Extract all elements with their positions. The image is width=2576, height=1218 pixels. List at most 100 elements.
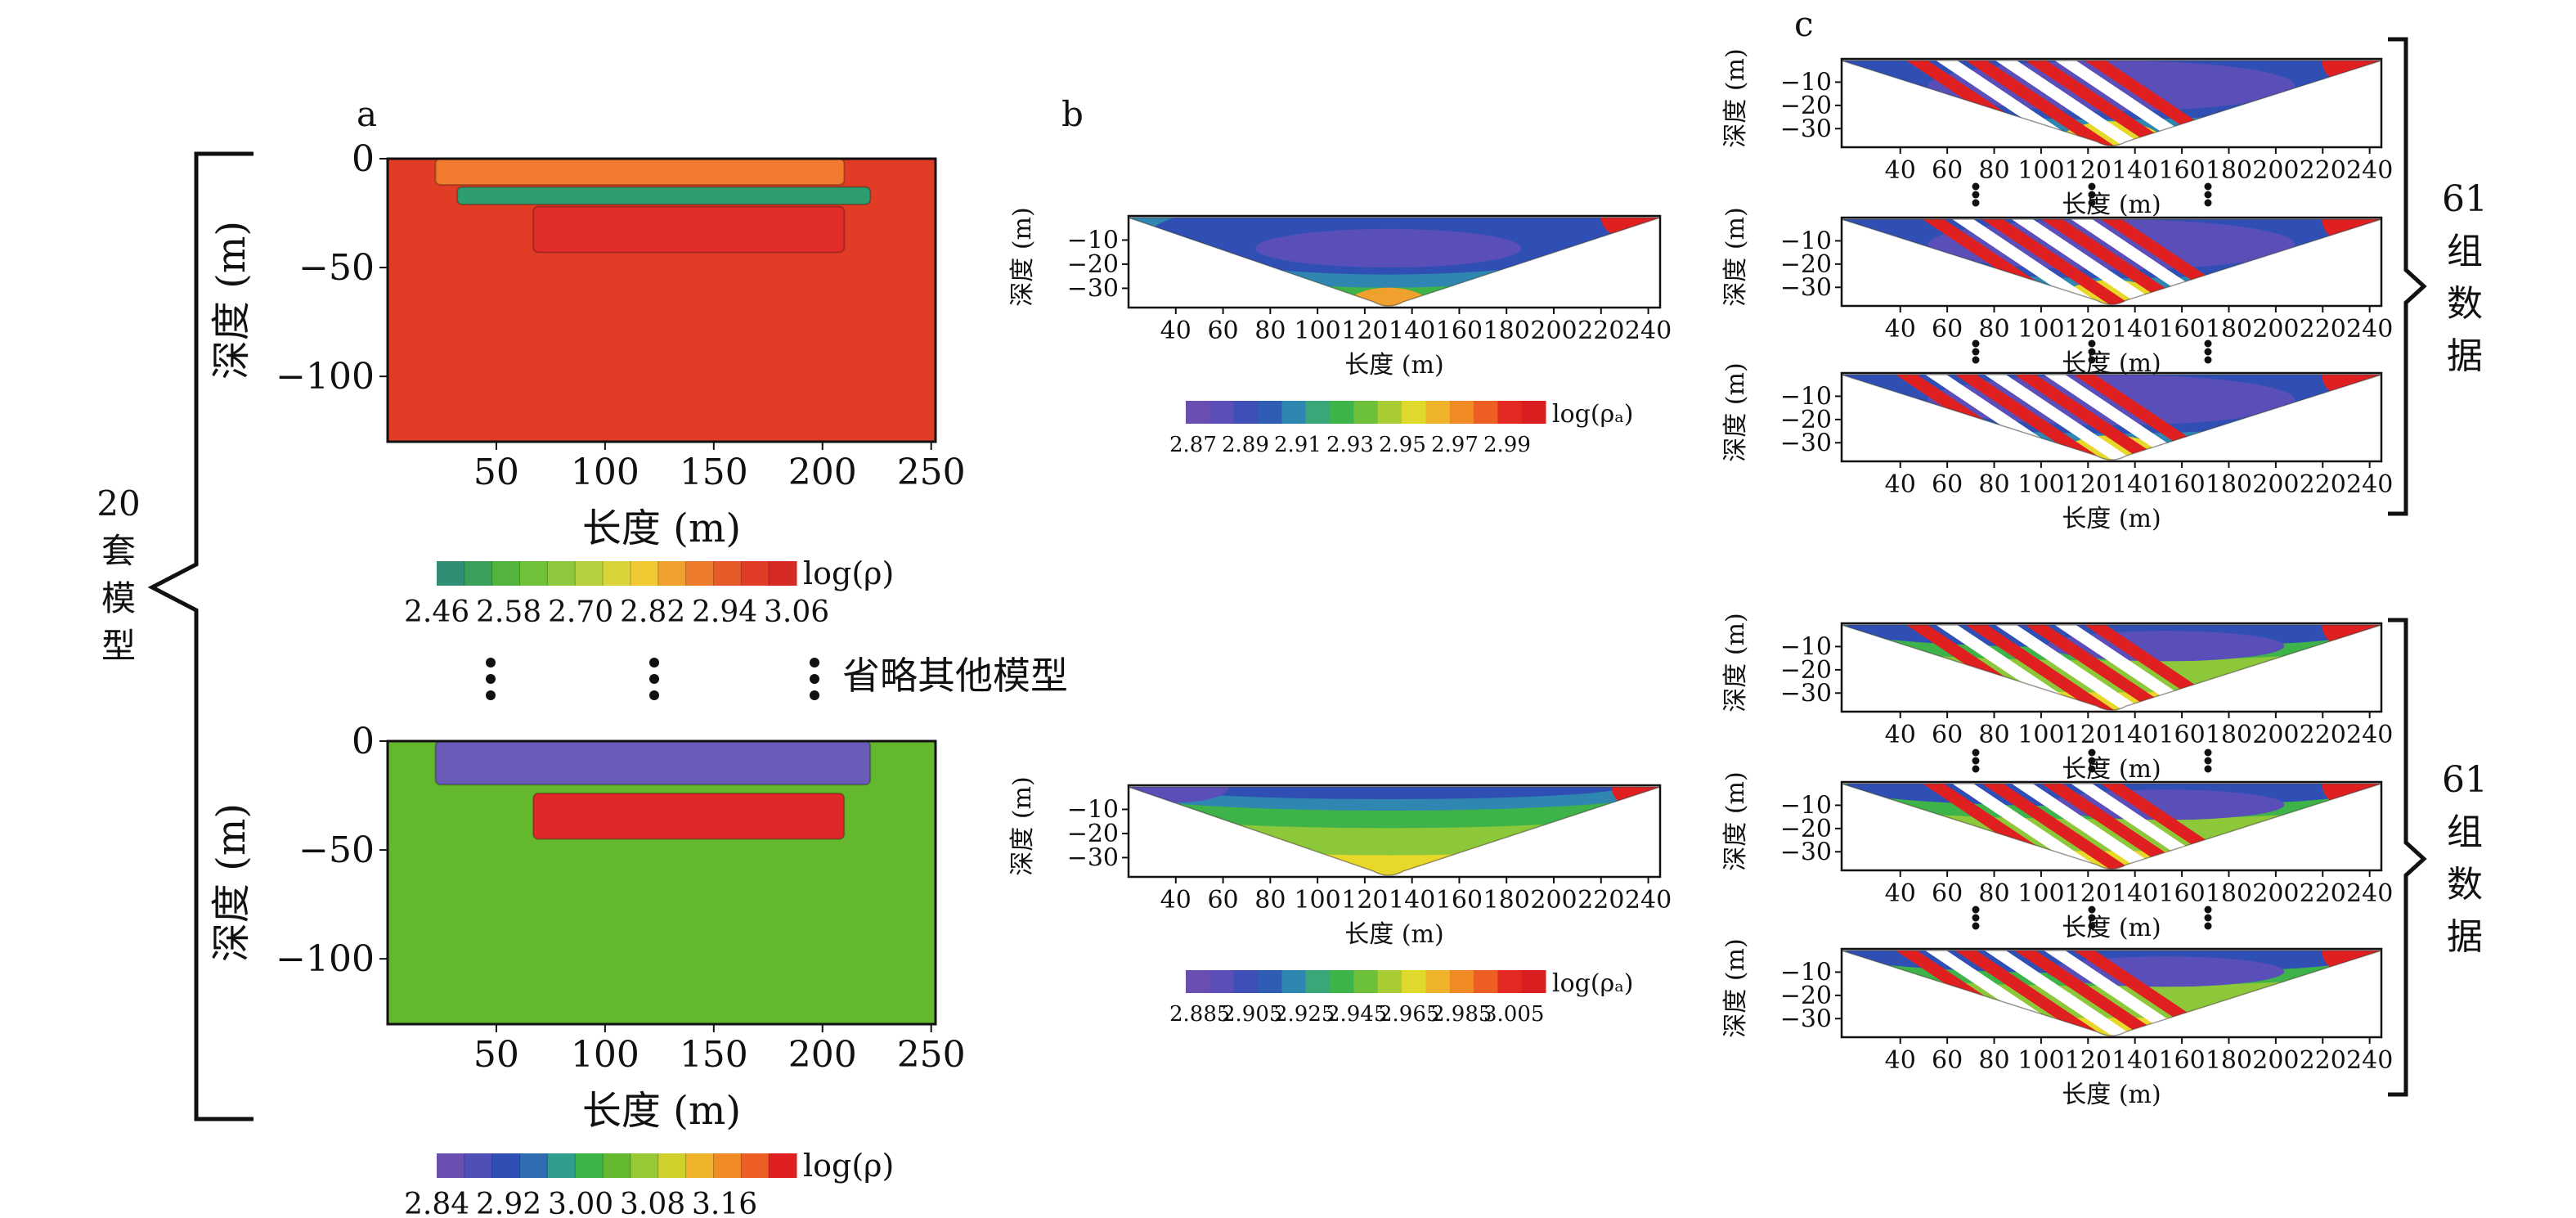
x-tick-label: 120: [2065, 879, 2112, 908]
y-tick-label: −100: [276, 938, 375, 980]
x-tick-label: 160: [1436, 886, 1483, 915]
colorbar-label: log(ρ): [803, 1148, 894, 1184]
colorbar-swatch: [519, 1153, 548, 1178]
colorbar-swatch: [1281, 401, 1307, 424]
plot-frame: [386, 739, 937, 1026]
colorbar-label: log(ρₐ): [1552, 969, 1633, 998]
colorbar-swatch: [1258, 401, 1282, 424]
colorbar-swatch: [713, 1153, 742, 1178]
y-tick-label: −20: [1780, 92, 1832, 120]
colorbar-tick-label: 3.00: [548, 1188, 613, 1218]
y-tick-label: −10: [1780, 382, 1832, 411]
connector-dot: [2204, 182, 2212, 191]
colorbar-swatch: [464, 561, 493, 586]
colorbar-swatch: [464, 1153, 493, 1178]
colorbar-swatch: [1305, 401, 1331, 424]
colorbar-swatch: [1330, 401, 1354, 424]
section-stripe: [1995, 625, 2168, 711]
colorbar-swatch: [630, 1153, 659, 1178]
connector-dot: [2204, 748, 2212, 757]
connector-dot: [1972, 765, 1980, 773]
x-axis-label: 长度 (m): [582, 506, 741, 551]
x-tick-label: 40: [1885, 315, 1916, 344]
models-count-0: 20: [96, 483, 140, 524]
colorbar-swatch: [1209, 970, 1235, 993]
group1-1: 组: [2447, 231, 2483, 272]
x-tick-label: 240: [2346, 1046, 2393, 1075]
colorbar-swatch: [685, 561, 714, 586]
section-outline: [1128, 786, 1661, 876]
x-tick-label: 80: [1978, 721, 2009, 749]
x-tick-label: 140: [2112, 315, 2158, 344]
y-tick-label: −30: [1780, 115, 1832, 143]
connector-dot: [2204, 191, 2212, 199]
y-tick-label: −30: [1780, 1005, 1832, 1033]
x-tick-label: 80: [1978, 1046, 2009, 1075]
x-tick-label: 180: [1483, 317, 1530, 345]
connector-dot: [2204, 757, 2212, 765]
section-stripe: [1954, 375, 2128, 461]
colorbar-tick-label: 3.08: [620, 1188, 685, 1218]
model-body-1: [532, 792, 846, 840]
x-tick-label: 60: [1932, 470, 1963, 499]
colorbar-tick-label: 2.58: [476, 596, 541, 629]
x-axis-label: 长度 (m): [2062, 1081, 2161, 1109]
colorbar-tick-label: 2.985: [1431, 1002, 1492, 1027]
x-tick-label: 120: [2065, 470, 2112, 499]
x-tick-label: 240: [2346, 721, 2393, 749]
colorbar-tick-label: 2.93: [1326, 433, 1374, 457]
colorbar-swatch: [769, 1153, 797, 1178]
inversion-section-4: 40 60 80 100 120 140 160 180 200 220 240 −10−20−30 长…: [1721, 613, 2393, 784]
plot-frame: [1840, 216, 2383, 308]
colorbar-swatch: [1474, 970, 1498, 993]
y-tick-label: −10: [1067, 226, 1119, 254]
model-body-2: [532, 205, 846, 254]
x-tick-label: 80: [1254, 886, 1286, 915]
colorbar-swatch: [603, 1153, 631, 1178]
colorbar-swatch: [1233, 401, 1259, 424]
y-tick-label: 0: [352, 721, 375, 762]
x-tick-label: 240: [2346, 156, 2393, 185]
model-chart-bottom: 50 100 150 200 250 0 −50 −100 长度 (m) 深度 (m) log(ρ)…: [209, 721, 966, 1218]
colorbar-label: log(ρₐ): [1552, 400, 1633, 429]
section-outline: [1128, 217, 1661, 307]
connector-dot: [1972, 191, 1980, 199]
x-tick-label: 240: [2346, 470, 2393, 499]
connector-dot: [2088, 191, 2096, 199]
x-tick-label: 200: [2252, 315, 2299, 344]
section-stripe: [1981, 784, 2155, 870]
section-band: [1345, 287, 1431, 307]
colorbar-tick-label: 2.46: [404, 596, 469, 629]
colorbar-swatch: [1233, 970, 1259, 993]
x-tick-label: 40: [1160, 886, 1192, 915]
section-band: [1255, 228, 1522, 268]
x-tick-label: 100: [571, 452, 640, 493]
connector-dot: [2088, 356, 2096, 364]
x-tick-label: 80: [1254, 317, 1286, 345]
connector-dot: [2204, 339, 2212, 348]
colorbar-swatch: [603, 561, 631, 586]
x-tick-label: 160: [2158, 1046, 2205, 1075]
colorbar-swatch: [1258, 970, 1282, 993]
x-tick-label: 240: [1625, 886, 1672, 915]
colorbar-swatch: [741, 1153, 770, 1178]
y-tick-label: −10: [1067, 795, 1119, 824]
panel-label-a: a: [357, 94, 377, 134]
section-outline: [1841, 218, 2382, 305]
x-tick-label: 60: [1932, 721, 1963, 749]
x-tick-label: 220: [1577, 886, 1624, 915]
colorbar-tick-label: 2.70: [548, 596, 613, 629]
x-tick-label: 160: [2158, 315, 2205, 344]
y-axis-label: 深度 (m): [1008, 776, 1037, 875]
omitted-models-label: 省略其他模型: [842, 654, 1068, 698]
plot-frame: [1840, 947, 2383, 1039]
colorbar-swatch: [491, 561, 521, 586]
omitted-dots: [486, 658, 819, 700]
colorbar-swatch: [1402, 970, 1426, 993]
colorbar-swatch: [547, 1153, 576, 1178]
connector-dot: [2088, 748, 2096, 757]
x-tick-label: 200: [2252, 879, 2299, 908]
x-tick-label: 220: [2300, 721, 2346, 749]
model-chart-top: 50 100 150 200 250 0 −50 −100 长度 (m) 深度 (m) log(ρ)…: [209, 138, 966, 629]
y-tick-label: −30: [1067, 843, 1119, 872]
